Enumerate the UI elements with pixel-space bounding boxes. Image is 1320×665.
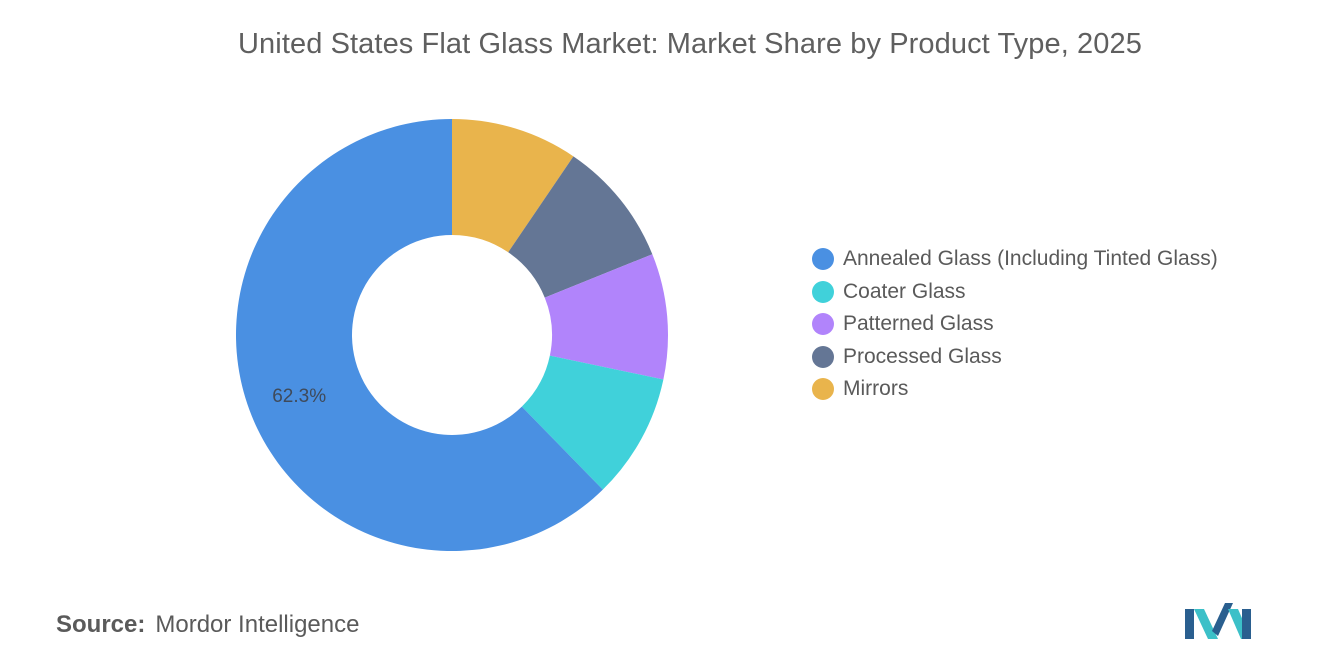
legend-swatch-icon [812,313,834,336]
data-label-annealed-glass-including-tinted-glass: 62.3% [272,386,326,407]
slice-mirrors [452,119,574,253]
legend-swatch-icon [812,280,834,303]
legend-label: Coater Glass [843,279,966,303]
slice-patterned-glass [544,254,669,380]
legend-label: Mirrors [843,377,909,401]
mordor-intelligence-logo-icon [1185,603,1251,639]
legend-label: Annealed Glass (Including Tinted Glass) [843,247,1218,271]
legend-swatch-icon [812,345,834,368]
source-note: Source: Mordor Intelligence [56,611,359,639]
legend-label: Processed Glass [843,344,1002,368]
legend-swatch-icon [812,248,834,271]
logo-right-bar [1242,609,1251,639]
chart-legend: Annealed Glass (Including Tinted Glass) C… [812,243,1218,406]
legend-swatch-icon [812,378,834,401]
legend-item-coater-glass: Coater Glass [812,276,1218,309]
legend-item-mirrors: Mirrors [812,373,1218,406]
logo-left-diagonal [1194,609,1218,639]
source-key: Source: [56,611,146,638]
donut-slices [235,119,669,551]
legend-item-processed-glass: Processed Glass [812,341,1218,374]
logo-mid-diagonal [1212,603,1233,636]
legend-item-annealed-glass-including-tinted-glass: Annealed Glass (Including Tinted Glass) [812,243,1218,276]
slice-annealed-glass-including-tinted-glass [235,119,603,551]
legend-label: Patterned Glass [843,312,994,336]
slice-coater-glass [521,355,664,490]
chart-title: United States Flat Glass Market: Market … [238,28,1142,60]
donut-data-labels: 62.3% [272,386,326,407]
source-value: Mordor Intelligence [155,611,360,638]
legend-item-patterned-glass: Patterned Glass [812,308,1218,341]
slice-processed-glass [508,156,653,298]
logo-left-bar [1185,609,1194,639]
